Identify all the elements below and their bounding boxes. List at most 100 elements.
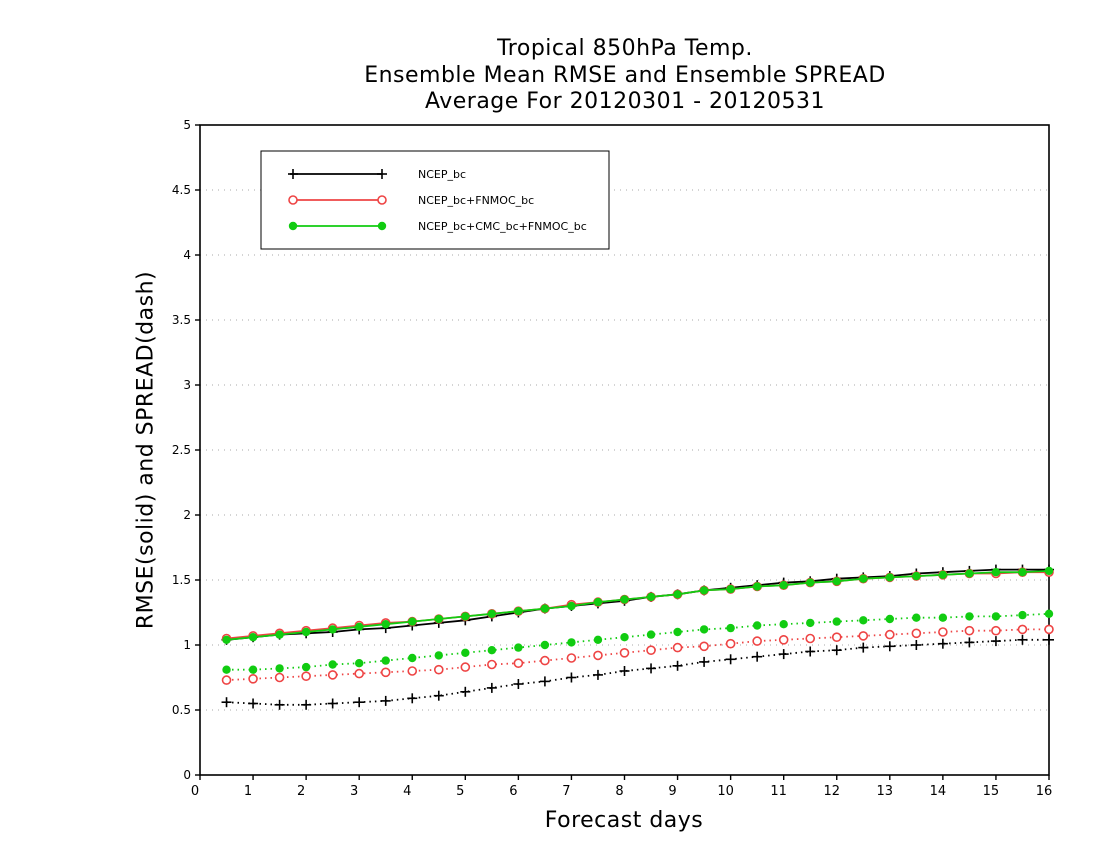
spread-point bbox=[301, 699, 312, 710]
spread-point bbox=[725, 638, 736, 649]
x-tick-label: 6 bbox=[509, 784, 517, 799]
rmse-point bbox=[885, 573, 895, 582]
rmse-point bbox=[726, 584, 735, 594]
spread-point bbox=[407, 666, 418, 676]
x-tick-label: 1 bbox=[244, 784, 252, 799]
rmse-point bbox=[1018, 568, 1027, 577]
spread-point bbox=[1017, 634, 1028, 645]
spread-point bbox=[858, 631, 869, 641]
rmse-point bbox=[354, 622, 364, 631]
spread-point bbox=[301, 662, 311, 672]
legend-marker bbox=[377, 195, 387, 205]
series-1 bbox=[221, 567, 1054, 685]
spread-point bbox=[699, 656, 710, 667]
x-tick-label: 10 bbox=[717, 784, 734, 799]
legend-marker bbox=[288, 169, 298, 179]
spread-point bbox=[752, 621, 762, 630]
spread-point bbox=[885, 629, 895, 640]
spread-point bbox=[672, 642, 683, 653]
spread-point bbox=[408, 653, 417, 663]
x-tick-label: 5 bbox=[456, 784, 464, 799]
spread-point bbox=[752, 636, 762, 646]
spread-point bbox=[540, 640, 550, 650]
spread-point bbox=[646, 645, 656, 656]
spread-point bbox=[619, 647, 630, 658]
y-tick-label: 2.5 bbox=[172, 443, 191, 457]
spread-point bbox=[805, 646, 816, 657]
spread-point bbox=[514, 643, 523, 652]
rmse-point bbox=[991, 568, 1001, 577]
spread-point bbox=[646, 663, 657, 674]
spread-point bbox=[248, 665, 258, 674]
legend: NCEP_bc NCEP_bc+FNMOC_bc NCEP_bc+CMC_bc+FN… bbox=[260, 150, 610, 250]
x-tick-label: 3 bbox=[350, 784, 358, 799]
spread-point bbox=[380, 667, 391, 678]
chart-title-line-3: Average For 20120301 - 20120531 bbox=[424, 89, 826, 114]
legend-label: NCEP_bc+FNMOC_bc bbox=[418, 194, 534, 207]
spread-point bbox=[938, 613, 948, 622]
x-tick-label: 15 bbox=[983, 784, 1000, 799]
spread-point bbox=[725, 654, 736, 665]
x-tick-label: 0 bbox=[191, 784, 199, 799]
spread-point bbox=[831, 645, 842, 656]
rmse-point bbox=[752, 582, 762, 591]
rmse-point bbox=[328, 625, 337, 634]
legend-marker bbox=[377, 169, 387, 179]
y-tick-label: 4.5 bbox=[172, 183, 191, 197]
rmse-point bbox=[434, 614, 443, 624]
y-tick-label: 3.5 bbox=[172, 313, 191, 327]
spread-point bbox=[1017, 624, 1028, 635]
spread-point bbox=[327, 698, 338, 709]
rmse-point bbox=[859, 574, 868, 583]
rmse-point bbox=[593, 597, 603, 607]
spread-point bbox=[699, 625, 709, 634]
spread-point bbox=[461, 648, 470, 657]
spread-point bbox=[434, 651, 443, 660]
spread-point bbox=[831, 632, 842, 643]
spread-point bbox=[991, 625, 1001, 636]
spread-point bbox=[778, 634, 789, 645]
spread-point bbox=[859, 616, 868, 625]
spread-point bbox=[752, 651, 763, 662]
rmse-point bbox=[832, 577, 841, 586]
rmse-point bbox=[301, 627, 311, 637]
spread-point bbox=[672, 660, 683, 671]
x-tick-label: 9 bbox=[668, 784, 676, 799]
spread-point bbox=[221, 675, 232, 685]
rmse-line bbox=[226, 568, 1049, 641]
spread-point bbox=[991, 612, 1001, 621]
spread-point bbox=[912, 613, 921, 622]
spread-point bbox=[328, 660, 337, 669]
spread-point bbox=[487, 659, 497, 670]
spread-point bbox=[964, 637, 975, 648]
rmse-point bbox=[673, 590, 682, 599]
y-tick-label: 2 bbox=[183, 508, 191, 522]
rmse-point bbox=[408, 617, 417, 626]
spread-point bbox=[540, 655, 550, 666]
spread-point bbox=[275, 664, 284, 673]
legend-marker bbox=[288, 195, 298, 205]
y-tick-label: 1 bbox=[183, 638, 191, 652]
legend-label: NCEP_bc+CMC_bc+FNMOC_bc bbox=[418, 220, 587, 233]
y-tick-label: 5 bbox=[183, 118, 191, 132]
chart-title-line-1: Tropical 850hPa Temp. bbox=[497, 36, 753, 61]
spread-point bbox=[487, 646, 497, 655]
x-tick-label: 14 bbox=[930, 784, 947, 799]
plot-area bbox=[221, 564, 1054, 710]
spread-point bbox=[726, 623, 735, 633]
rmse-point bbox=[381, 620, 390, 629]
spread-point bbox=[567, 638, 576, 647]
y-tick-label: 0 bbox=[183, 768, 191, 782]
spread-point bbox=[806, 618, 815, 628]
rmse-point bbox=[620, 595, 629, 604]
spread-point bbox=[460, 686, 471, 697]
y-tick-label: 0.5 bbox=[172, 703, 191, 717]
spread-point bbox=[832, 617, 841, 626]
spread-point bbox=[539, 676, 550, 687]
legend-marker bbox=[377, 221, 387, 231]
spread-point bbox=[593, 635, 603, 644]
rmse-point bbox=[806, 578, 815, 587]
spread-point bbox=[354, 697, 365, 708]
x-tick-label: 13 bbox=[877, 784, 894, 799]
